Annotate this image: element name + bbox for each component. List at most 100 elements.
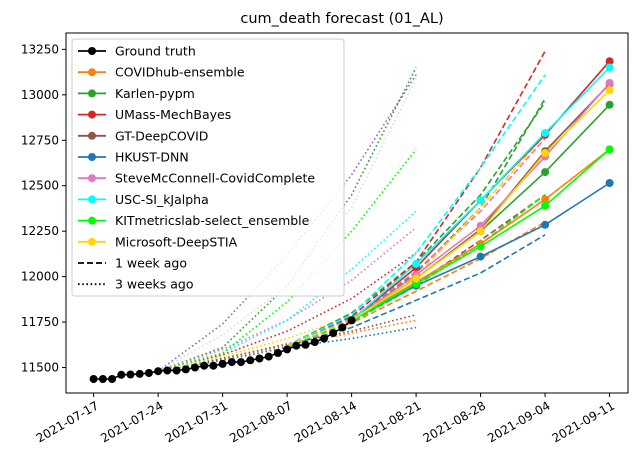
legend-swatch-marker	[88, 216, 96, 225]
kitmetricslab-select-ensemble-point	[541, 201, 550, 210]
y-tick-label: 13000	[21, 88, 59, 102]
legend-label: Karlen-pypm	[115, 86, 195, 101]
microsoft-deepstia-point	[605, 86, 614, 95]
x-tick-label: 2021-07-31	[163, 398, 230, 445]
x-tick-label: 2021-08-21	[356, 398, 423, 445]
x-tick-label: 2021-07-17	[34, 398, 101, 445]
legend-label: 1 week ago	[115, 256, 187, 271]
ground-truth-point	[144, 369, 153, 377]
ground-truth-point	[191, 363, 199, 372]
x-tick-label: 2021-08-14	[292, 398, 359, 445]
usc-si-kjalpha-point	[541, 129, 550, 137]
microsoft-deepstia-point	[476, 227, 485, 236]
x-tick-label: 2021-09-04	[485, 398, 552, 445]
umass-mechbayes-3-weeks-ago-line	[157, 252, 417, 372]
legend-label: UMass-MechBayes	[115, 107, 231, 122]
legend-label: USC-SI_kJalpha	[115, 192, 209, 207]
stevemcconnell-covidcomplete-point	[605, 79, 614, 87]
ground-truth-point	[338, 323, 347, 332]
ground-truth-point	[209, 361, 218, 370]
legend-box	[71, 38, 345, 297]
plot-frame	[65, 32, 629, 394]
ground-truth-point	[163, 366, 172, 375]
ground-truth-point	[329, 329, 338, 337]
x-axis: 2021-07-172021-07-242021-07-312021-08-07…	[34, 393, 617, 445]
ground-truth-point	[89, 375, 98, 383]
legend-label: KITmetricslab-select_ensemble	[115, 213, 310, 228]
ground-truth-point	[98, 375, 107, 383]
ground-truth-point	[126, 370, 135, 379]
kitmetricslab-select-ensemble-point	[476, 242, 485, 251]
ground-truth-point	[227, 358, 236, 367]
umass-mechbayes-forecast-line	[351, 60, 611, 321]
ground-truth-point	[181, 365, 190, 374]
ground-truth-point	[108, 375, 117, 383]
y-tick-label: 11500	[21, 361, 59, 375]
y-tick-label: 12500	[21, 179, 59, 193]
y-tick-label: 12750	[21, 133, 59, 147]
legend-swatch-marker	[88, 47, 96, 55]
hkust-dnn-point	[605, 179, 614, 187]
y-axis: 11500 11750 12000 12250 12500 12750 13000 13250	[21, 42, 66, 375]
ground-truth-point	[237, 358, 245, 367]
usc-si-kjalpha-3-weeks-ago-line	[157, 210, 417, 372]
ground-truth-point	[154, 367, 163, 376]
plot-markers	[89, 57, 614, 383]
umass-mechbayes-point	[605, 57, 614, 66]
ground-truth-point	[200, 361, 209, 370]
usc-si-kjalpha-point	[605, 63, 614, 72]
legend-swatch-marker	[88, 174, 96, 183]
legend-label: 3 weeks ago	[115, 277, 194, 292]
ground-truth-point	[273, 349, 282, 357]
y-tick-label: 12250	[21, 224, 59, 238]
x-tick-label: 2021-08-07	[227, 398, 294, 445]
ground-truth-point	[320, 334, 328, 343]
hkust-dnn-1-week-ago-line	[286, 234, 546, 347]
gt-deepcovid-3-weeks-ago-line	[157, 314, 417, 372]
karlen-pypm-point	[541, 168, 550, 177]
ground-truth-point	[218, 359, 227, 368]
legend-label: Ground truth	[115, 44, 196, 59]
legend-swatch-marker	[88, 89, 96, 98]
stevemcconnell-covidcomplete-point	[476, 221, 485, 230]
ground-truth-point	[301, 340, 310, 349]
ground-truth-point	[172, 366, 181, 375]
legend-swatch-marker	[88, 237, 96, 246]
y-tick-label: 12000	[21, 270, 59, 284]
x-tick-label: 2021-07-24	[98, 398, 165, 445]
legend-label: HKUST-DNN	[115, 150, 189, 165]
ground-truth-point	[264, 352, 273, 361]
usc-si-kjalpha-point	[412, 259, 421, 268]
ground-truth-point	[347, 316, 356, 325]
ground-truth-point	[255, 354, 264, 363]
x-tick-label: 2021-08-28	[421, 398, 488, 445]
legend-swatch-marker	[88, 68, 96, 77]
legend: Ground truth COVIDhub-ensemble Karlen-pypm…	[71, 38, 345, 297]
kitmetricslab-select-ensemble-point	[605, 145, 614, 154]
legend-label: COVIDhub-ensemble	[115, 65, 245, 80]
y-tick-label: 11750	[21, 315, 59, 329]
ground-truth-point	[135, 369, 144, 378]
usc-si-kjalpha-point	[476, 196, 485, 205]
ground-truth-point	[283, 345, 292, 354]
ground-truth-point	[246, 356, 255, 365]
microsoft-deepstia-point	[541, 149, 550, 157]
ground-truth-point	[117, 370, 126, 379]
legend-swatch-marker	[88, 110, 96, 119]
ground-truth-point	[310, 338, 319, 347]
legend-swatch-marker	[88, 131, 96, 140]
x-tick-label: 2021-09-11	[550, 398, 617, 445]
hkust-dnn-point	[476, 252, 485, 261]
y-tick-label: 13250	[21, 42, 59, 56]
legend-label: SteveMcConnell-CovidComplete	[115, 171, 315, 186]
ground-truth-point	[292, 341, 301, 350]
legend-label: GT-DeepCOVID	[115, 128, 208, 143]
karlen-pypm-point	[605, 100, 614, 109]
covidhub-ensemble-point	[541, 195, 550, 204]
legend-swatch-marker	[88, 195, 96, 204]
chart-title: cum_death forecast (01_AL)	[240, 11, 443, 27]
usc-si-kjalpha-1-week-ago-line	[286, 74, 546, 347]
legend-label: Microsoft-DeepSTIA	[115, 234, 238, 249]
hkust-dnn-point	[541, 220, 550, 229]
